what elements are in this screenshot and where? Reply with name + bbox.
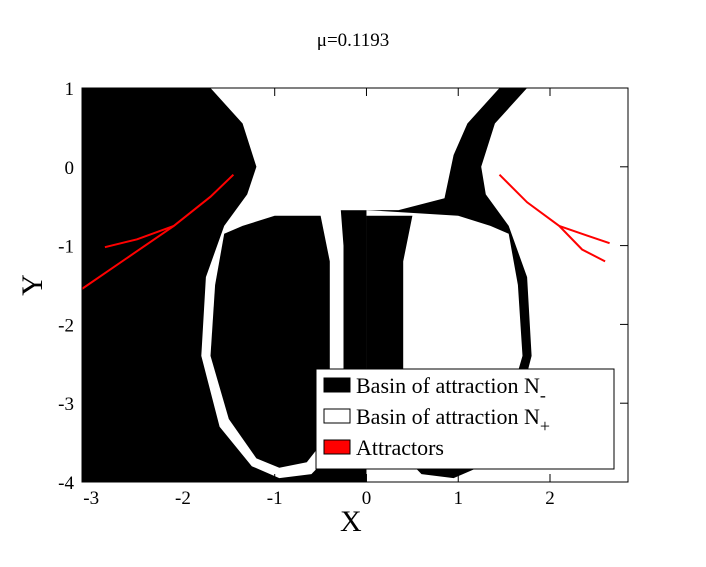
y-tick-label: -2	[58, 315, 74, 336]
legend-label: Attractors	[356, 435, 444, 460]
x-tick-label: -3	[83, 488, 99, 509]
basin-left-black-core	[210, 215, 330, 468]
x-tick-label: 0	[362, 488, 372, 509]
basin-left-upper-white	[238, 88, 367, 211]
x-tick-label: -1	[267, 488, 283, 509]
y-tick-label: -1	[58, 237, 74, 258]
basin-right-upper-white	[366, 88, 500, 211]
legend-swatch	[323, 408, 351, 424]
x-tick-label: -2	[175, 488, 191, 509]
y-axis-title: Y	[15, 274, 49, 296]
x-tick-label: 1	[453, 488, 463, 509]
legend-swatch	[323, 439, 351, 455]
y-tick-label: 0	[65, 158, 75, 179]
x-axis-title: X	[340, 505, 362, 538]
legend: Basin of attraction N-Basin of attractio…	[315, 368, 615, 470]
attractor-curves	[82, 173, 610, 290]
x-tick-label: 2	[545, 488, 555, 509]
y-tick-label: -3	[58, 394, 74, 415]
axis-ticks: -3 -2 -1 0 1 2 1 0 -1 -2 -3 -4	[58, 79, 628, 509]
y-tick-label: -4	[58, 473, 74, 494]
plot-frame	[81, 87, 629, 483]
y-tick-label: 1	[65, 79, 75, 100]
legend-swatch	[323, 377, 351, 393]
chart-title: μ=0.1193	[316, 30, 390, 51]
attractor-right-arm-b	[558, 224, 610, 245]
attractor-left-arm-b	[104, 224, 175, 249]
legend-box	[315, 368, 615, 470]
